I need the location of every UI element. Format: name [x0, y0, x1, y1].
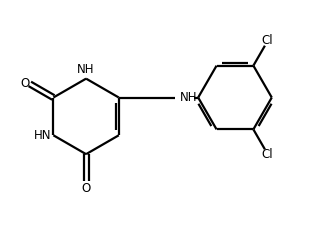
Text: HN: HN [34, 129, 51, 142]
Text: O: O [20, 77, 30, 90]
Text: O: O [82, 182, 91, 195]
Text: NH: NH [180, 91, 198, 104]
Text: NH: NH [77, 63, 95, 76]
Text: Cl: Cl [262, 34, 273, 47]
Text: Cl: Cl [262, 148, 273, 160]
